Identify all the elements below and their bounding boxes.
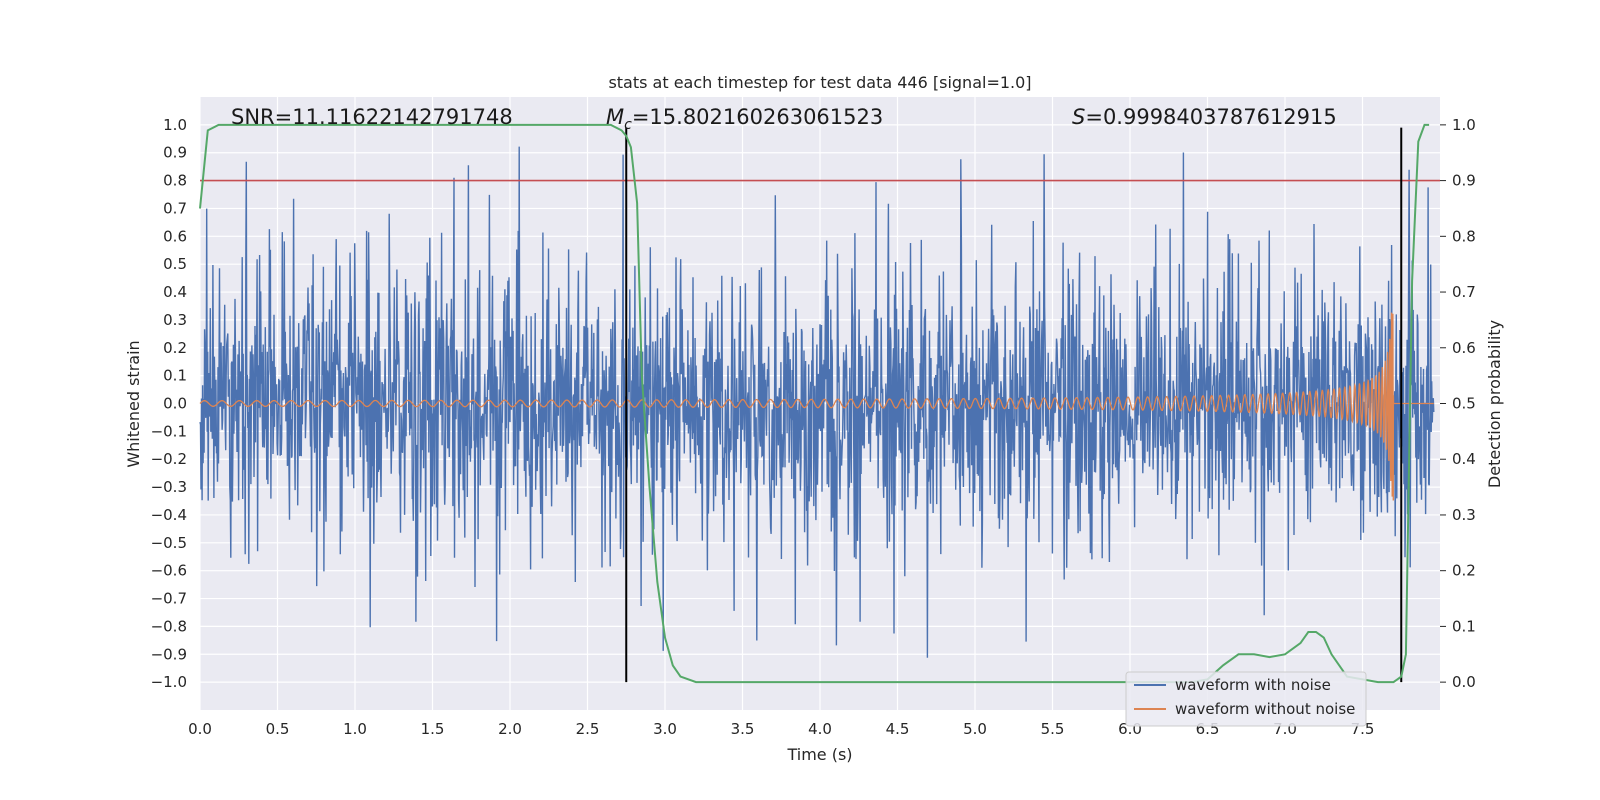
y-tick-label: 0.6 bbox=[163, 227, 187, 245]
x-tick-label: 0.5 bbox=[266, 720, 290, 738]
s-annotation: S=0.9998403787612915 bbox=[1072, 105, 1337, 129]
chirp-mass-annotation: Mc=15.802160263061523 bbox=[606, 105, 883, 133]
x-tick-label: 0.0 bbox=[188, 720, 212, 738]
y-tick-label: −1.0 bbox=[151, 673, 187, 691]
x-tick-label: 4.5 bbox=[886, 720, 910, 738]
y-tick-label: 0.3 bbox=[163, 311, 187, 329]
y2-tick-label: 0.8 bbox=[1452, 227, 1476, 245]
y2-tick-label: 0.5 bbox=[1452, 395, 1476, 413]
y2-tick-label: 0.6 bbox=[1452, 339, 1476, 357]
y-tick-label: 0.7 bbox=[163, 199, 187, 217]
s-symbol: S bbox=[1072, 105, 1085, 129]
x-tick-label: 4.0 bbox=[808, 720, 832, 738]
s-value: =0.9998403787612915 bbox=[1085, 105, 1336, 129]
series-waveform-without-noise bbox=[199, 312, 1434, 501]
y2-tick-label: 0.3 bbox=[1452, 506, 1476, 524]
y-tick-label: 0.5 bbox=[163, 255, 187, 273]
legend: waveform with noise waveform without noi… bbox=[1125, 671, 1367, 727]
y-tick-label: 0.9 bbox=[163, 144, 187, 162]
legend-label-noisy: waveform with noise bbox=[1175, 676, 1331, 694]
noisy-waveform-path bbox=[199, 146, 1435, 658]
x-tick-label: 2.5 bbox=[576, 720, 600, 738]
chirp-mass-subscript: c bbox=[624, 117, 632, 133]
x-tick-label: 3.5 bbox=[731, 720, 755, 738]
y-tick-label: −0.3 bbox=[151, 478, 187, 496]
clean-waveform-path bbox=[199, 312, 1434, 501]
y-tick-label: −0.7 bbox=[151, 590, 187, 608]
y2-tick-label: 0.1 bbox=[1452, 617, 1476, 635]
chirp-mass-symbol: M bbox=[606, 105, 624, 129]
y-tick-label: −0.2 bbox=[151, 450, 187, 468]
x-tick-label: 5.0 bbox=[963, 720, 987, 738]
y-tick-label: 0.0 bbox=[163, 395, 187, 413]
y-tick-label: 0.1 bbox=[163, 367, 187, 385]
snr-annotation: SNR=11.11622142791748 bbox=[231, 105, 513, 129]
y2-tick-label: 1.0 bbox=[1452, 116, 1476, 134]
y2-tick-label: 0.4 bbox=[1452, 450, 1476, 468]
y-tick-label: −0.4 bbox=[151, 506, 187, 524]
x-tick-label: 5.5 bbox=[1041, 720, 1065, 738]
y-axis-ticks: −1.0 −0.9 −0.8 −0.7 −0.6 −0.5 −0.4 −0.3 −0.2 −0.1… bbox=[151, 116, 187, 691]
x-tick-label: 1.5 bbox=[421, 720, 445, 738]
chirp-mass-value: =15.802160263061523 bbox=[632, 105, 883, 129]
y2-axis-ticks: 0.0 0.1 0.2 0.3 0.4 0.5 0.6 0.7 0.8 0.9 1.0 bbox=[1440, 116, 1476, 691]
x-tick-label: 2.0 bbox=[498, 720, 522, 738]
legend-box bbox=[1125, 671, 1367, 727]
y2-tick-label: 0.7 bbox=[1452, 283, 1476, 301]
y-tick-label: −0.1 bbox=[151, 422, 187, 440]
y-tick-label: −0.8 bbox=[151, 617, 187, 635]
y-tick-label: 1.0 bbox=[163, 116, 187, 134]
y2-tick-label: 0.2 bbox=[1452, 562, 1476, 580]
y-tick-label: 0.8 bbox=[163, 172, 187, 190]
series-waveform-with-noise bbox=[199, 146, 1435, 658]
legend-label-clean: waveform without noise bbox=[1175, 700, 1355, 718]
x-tick-label: 3.0 bbox=[653, 720, 677, 738]
chart-title: stats at each timestep for test data 446… bbox=[608, 73, 1031, 92]
x-tick-label: 1.0 bbox=[343, 720, 367, 738]
y-tick-label: −0.5 bbox=[151, 534, 187, 552]
y-tick-label: −0.6 bbox=[151, 562, 187, 580]
y-axis-label: Whitened strain bbox=[124, 340, 143, 467]
vertical-markers bbox=[625, 127, 1403, 683]
x-axis-label: Time (s) bbox=[786, 745, 852, 764]
y-tick-label: −0.9 bbox=[151, 645, 187, 663]
y2-tick-label: 0.0 bbox=[1452, 673, 1476, 691]
y2-axis-label: Detection probability bbox=[1485, 320, 1504, 488]
y-tick-label: 0.4 bbox=[163, 283, 187, 301]
y-tick-label: 0.2 bbox=[163, 339, 187, 357]
y2-tick-label: 0.9 bbox=[1452, 172, 1476, 190]
